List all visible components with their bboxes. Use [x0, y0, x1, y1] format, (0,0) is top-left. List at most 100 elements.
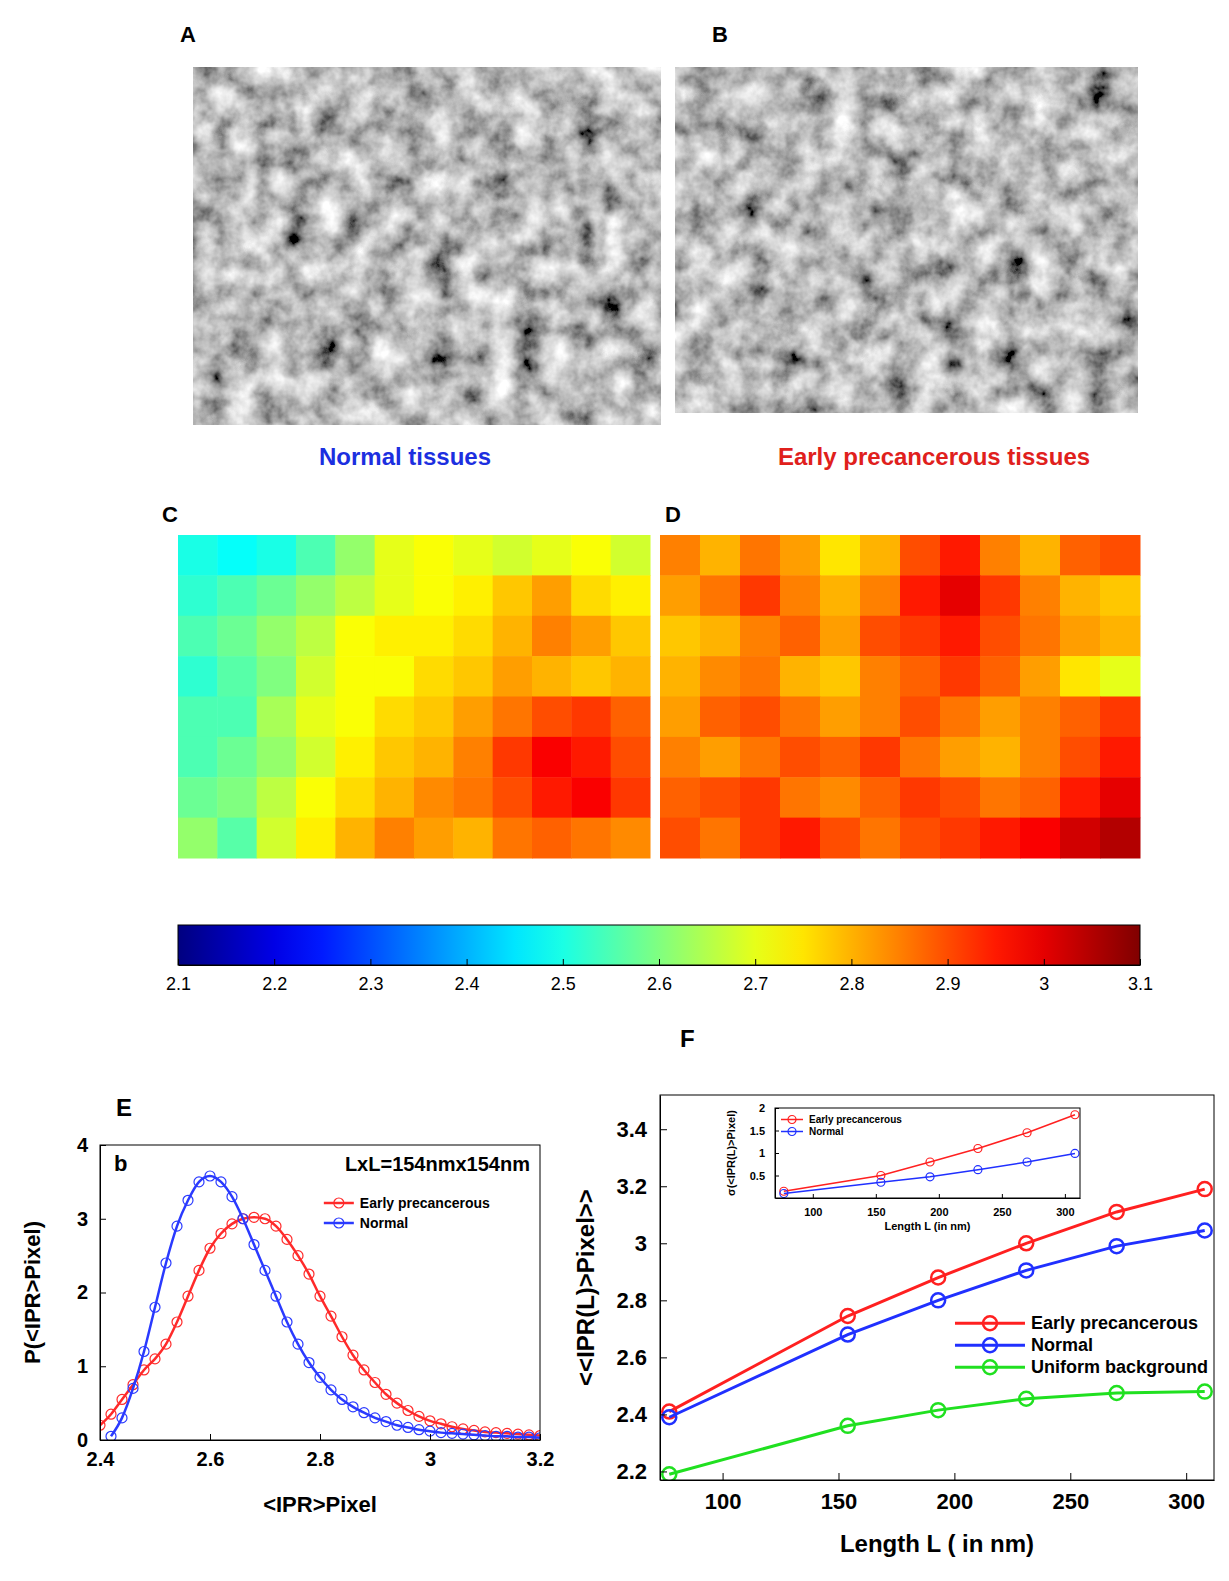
- heat-cell: [453, 777, 493, 818]
- marker: [205, 1171, 215, 1181]
- heat-cell: [375, 535, 415, 576]
- heat-cell: [375, 616, 415, 657]
- tick-label: 100: [705, 1489, 742, 1514]
- marker: [326, 1311, 336, 1321]
- heat-cell: [740, 616, 781, 657]
- heat-cell: [414, 535, 454, 576]
- panel-letter: C: [162, 502, 178, 527]
- heat-cell: [296, 575, 336, 616]
- tick-label: 4: [77, 1134, 89, 1156]
- heat-cell: [820, 737, 861, 778]
- heat-cell: [1060, 737, 1101, 778]
- heat-cell: [1100, 535, 1141, 576]
- tick: 1: [77, 1355, 106, 1377]
- tick: 2.7: [743, 959, 768, 994]
- heat-cell: [611, 575, 651, 616]
- heat-cell: [178, 656, 218, 697]
- panel-letter: D: [665, 502, 681, 527]
- tick: 3: [425, 1434, 436, 1470]
- marker: [1071, 1111, 1079, 1119]
- heat-cell: [178, 535, 218, 576]
- heat-cell: [532, 575, 572, 616]
- heat-cell: [900, 535, 941, 576]
- marker: [841, 1419, 855, 1433]
- marker: [926, 1173, 934, 1181]
- tick-mark: [660, 1243, 667, 1244]
- heat-cell: [571, 697, 611, 738]
- heat-cell: [375, 575, 415, 616]
- heat-cell: [414, 575, 454, 616]
- tick-mark: [430, 1434, 431, 1440]
- marker: [1198, 1385, 1212, 1399]
- legend-marker: [788, 1128, 796, 1136]
- heat-cell: [820, 818, 861, 859]
- heat-cell: [940, 656, 981, 697]
- tick-mark: [1002, 1194, 1003, 1198]
- tick: 2.5: [551, 959, 576, 994]
- heat-cell: [217, 535, 257, 576]
- heat-cell: [1060, 616, 1101, 657]
- tick-label: 1: [77, 1355, 88, 1377]
- heat-cell: [860, 818, 901, 859]
- axis-line: [101, 1440, 541, 1441]
- tick-mark: [755, 959, 756, 965]
- heat-cell: [700, 777, 741, 818]
- marker: [293, 1251, 303, 1261]
- tick-mark: [660, 1186, 667, 1187]
- heat-cell: [257, 818, 297, 859]
- marker: [249, 1240, 259, 1250]
- tick: 2.8: [616, 1288, 667, 1313]
- tick-mark: [100, 1440, 106, 1441]
- x-axis-title: <IPR>Pixel: [263, 1492, 377, 1517]
- heat-cell: [1060, 575, 1101, 616]
- plot: [780, 1111, 1079, 1198]
- marker: [216, 1229, 226, 1239]
- tick-label: 2.4: [455, 974, 480, 994]
- heat-cell: [740, 656, 781, 697]
- tick-label: 150: [821, 1489, 858, 1514]
- tick-mark: [540, 1434, 541, 1440]
- heat-cell: [900, 575, 941, 616]
- heat-cell: [940, 697, 981, 738]
- heat-cell: [571, 777, 611, 818]
- marker: [403, 1422, 413, 1432]
- heat-cell: [375, 737, 415, 778]
- tick-label: 3.2: [527, 1448, 555, 1470]
- tick-label: 2.1: [166, 974, 191, 994]
- heat-cell: [257, 535, 297, 576]
- marker: [931, 1271, 945, 1285]
- legend-label: Normal: [360, 1215, 408, 1231]
- marker: [150, 1354, 160, 1364]
- tick-mark: [100, 1219, 106, 1220]
- heat-cell: [571, 656, 611, 697]
- marker: [282, 1234, 292, 1244]
- marker: [139, 1347, 149, 1357]
- legend: Early precancerousNormalUniform backgrou…: [955, 1313, 1208, 1377]
- tick-mark: [660, 1414, 667, 1415]
- tick-mark: [775, 1108, 779, 1109]
- legend-swatch: [324, 1222, 354, 1225]
- heat-cell: [1060, 777, 1101, 818]
- tick-label: 2.6: [197, 1448, 225, 1470]
- marker: [194, 1265, 204, 1275]
- heat-cell: [740, 535, 781, 576]
- tick-mark: [876, 1194, 877, 1198]
- tick-label: 3: [425, 1448, 436, 1470]
- tick-label: 3: [77, 1208, 88, 1230]
- tick: 2.4: [616, 1402, 667, 1427]
- y-axis: 2.22.42.62.833.23.4: [616, 1096, 667, 1484]
- marker: [425, 1416, 435, 1426]
- heat-cell: [980, 697, 1021, 738]
- heat-cell: [1100, 575, 1141, 616]
- heat-cell: [532, 656, 572, 697]
- tick: 2.6: [647, 959, 672, 994]
- heat-cell: [335, 777, 375, 818]
- tick-label: 3.2: [616, 1174, 647, 1199]
- tick: 200: [937, 1473, 974, 1514]
- marker: [172, 1317, 182, 1327]
- heat-cell: [611, 737, 651, 778]
- legend-swatch: [955, 1366, 1025, 1369]
- heat-cell: [217, 777, 257, 818]
- tick-mark: [210, 1434, 211, 1440]
- heat-cell: [335, 616, 375, 657]
